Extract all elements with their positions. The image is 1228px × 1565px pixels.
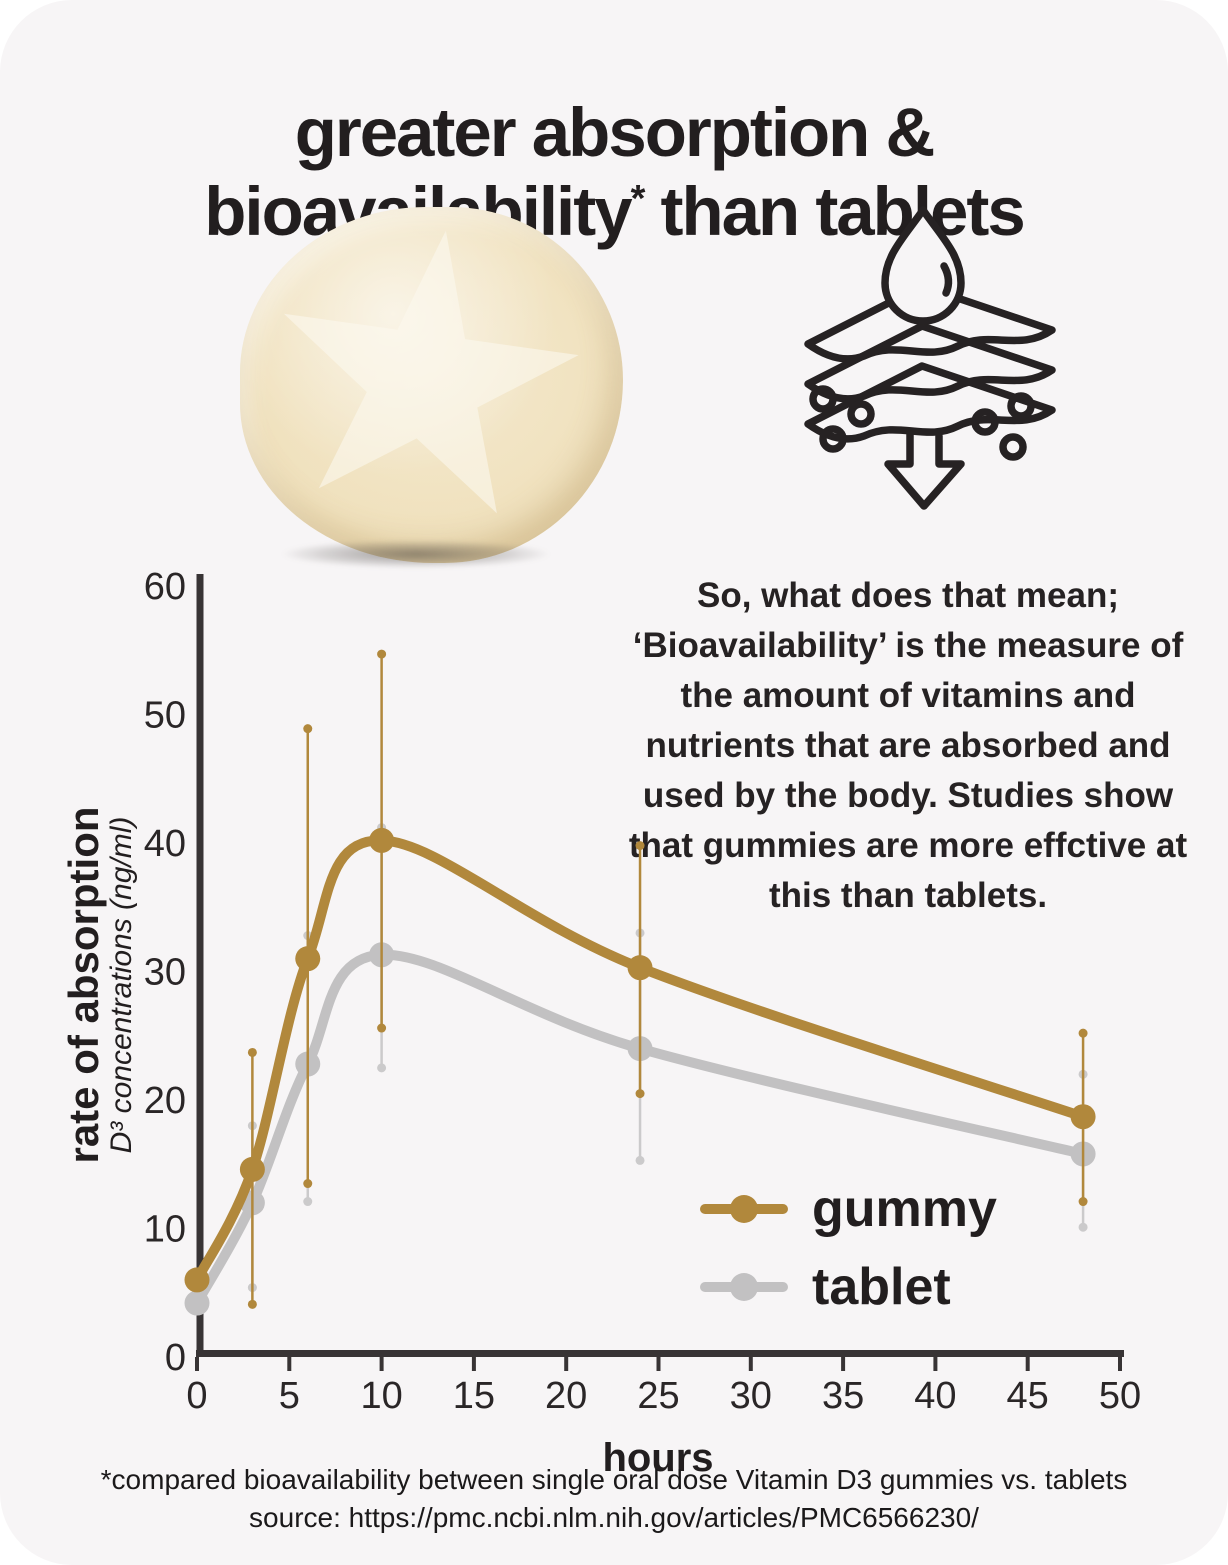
svg-text:20: 20 [144,1080,186,1122]
svg-text:45: 45 [1007,1375,1049,1417]
gummy-line-swatch [700,1195,788,1223]
svg-text:20: 20 [545,1375,587,1417]
droplet-icon [881,206,965,325]
particle-dot [1007,392,1035,420]
svg-text:30: 30 [144,952,186,994]
svg-text:30: 30 [730,1375,772,1417]
footnote-line: *compared bioavailability between single… [100,1463,1128,1495]
svg-text:50: 50 [144,695,186,737]
svg-text:15: 15 [453,1375,495,1417]
y-axis-label-sub: D³ concentrations (ng/ml) [105,816,138,1154]
svg-text:5: 5 [279,1375,300,1417]
layer-sheet-2 [804,322,1056,403]
gummy-drop-shadow [243,536,589,572]
legend-label-gummy: gummy [812,1180,997,1238]
particle-dot [999,433,1027,461]
droplet-highlight [940,262,953,297]
svg-text:40: 40 [914,1375,956,1417]
svg-text:35: 35 [822,1375,864,1417]
tablet-line-swatch [700,1273,788,1301]
gummy-photo [240,207,623,563]
particle-dot [809,385,837,413]
legend-item-tablet: tablet [700,1256,997,1318]
svg-text:60: 60 [144,566,186,608]
x-axis-label: hours [602,1436,714,1480]
down-arrow-icon [884,430,965,510]
svg-text:0: 0 [186,1375,207,1417]
legend-item-gummy: gummy [700,1178,997,1240]
svg-text:50: 50 [1099,1375,1141,1417]
tablet-dot-swatch [730,1273,758,1301]
gummy-dot-swatch [730,1195,758,1223]
svg-text:10: 10 [360,1375,402,1417]
footer: *compared bioavailability between single… [0,1461,1228,1537]
legend-label-tablet: tablet [812,1258,951,1316]
bioavailability-paragraph: So, what does that mean; ‘Bioavailabilit… [628,576,1188,916]
svg-text:0: 0 [165,1337,186,1379]
chart-legend: gummy tablet [700,1178,997,1334]
layer-sheet-1 [804,282,1056,363]
source-line: source: https://pmc.ncbi.nlm.nih.gov/art… [249,1501,979,1533]
title-line-1: greater absorption & [294,94,936,172]
svg-text:10: 10 [144,1209,186,1251]
particle-dot [847,400,875,428]
svg-text:25: 25 [637,1375,679,1417]
absorption-layers-icon [804,206,1056,510]
y-axis-label: rate of absorption D³ concentrations (ng… [60,705,143,1265]
particle-dot [819,425,847,453]
svg-text:40: 40 [144,823,186,865]
asterisk-footnote-marker: * [630,177,646,220]
particle-dot [971,408,999,436]
y-axis-label-main: rate of absorption [60,806,107,1164]
